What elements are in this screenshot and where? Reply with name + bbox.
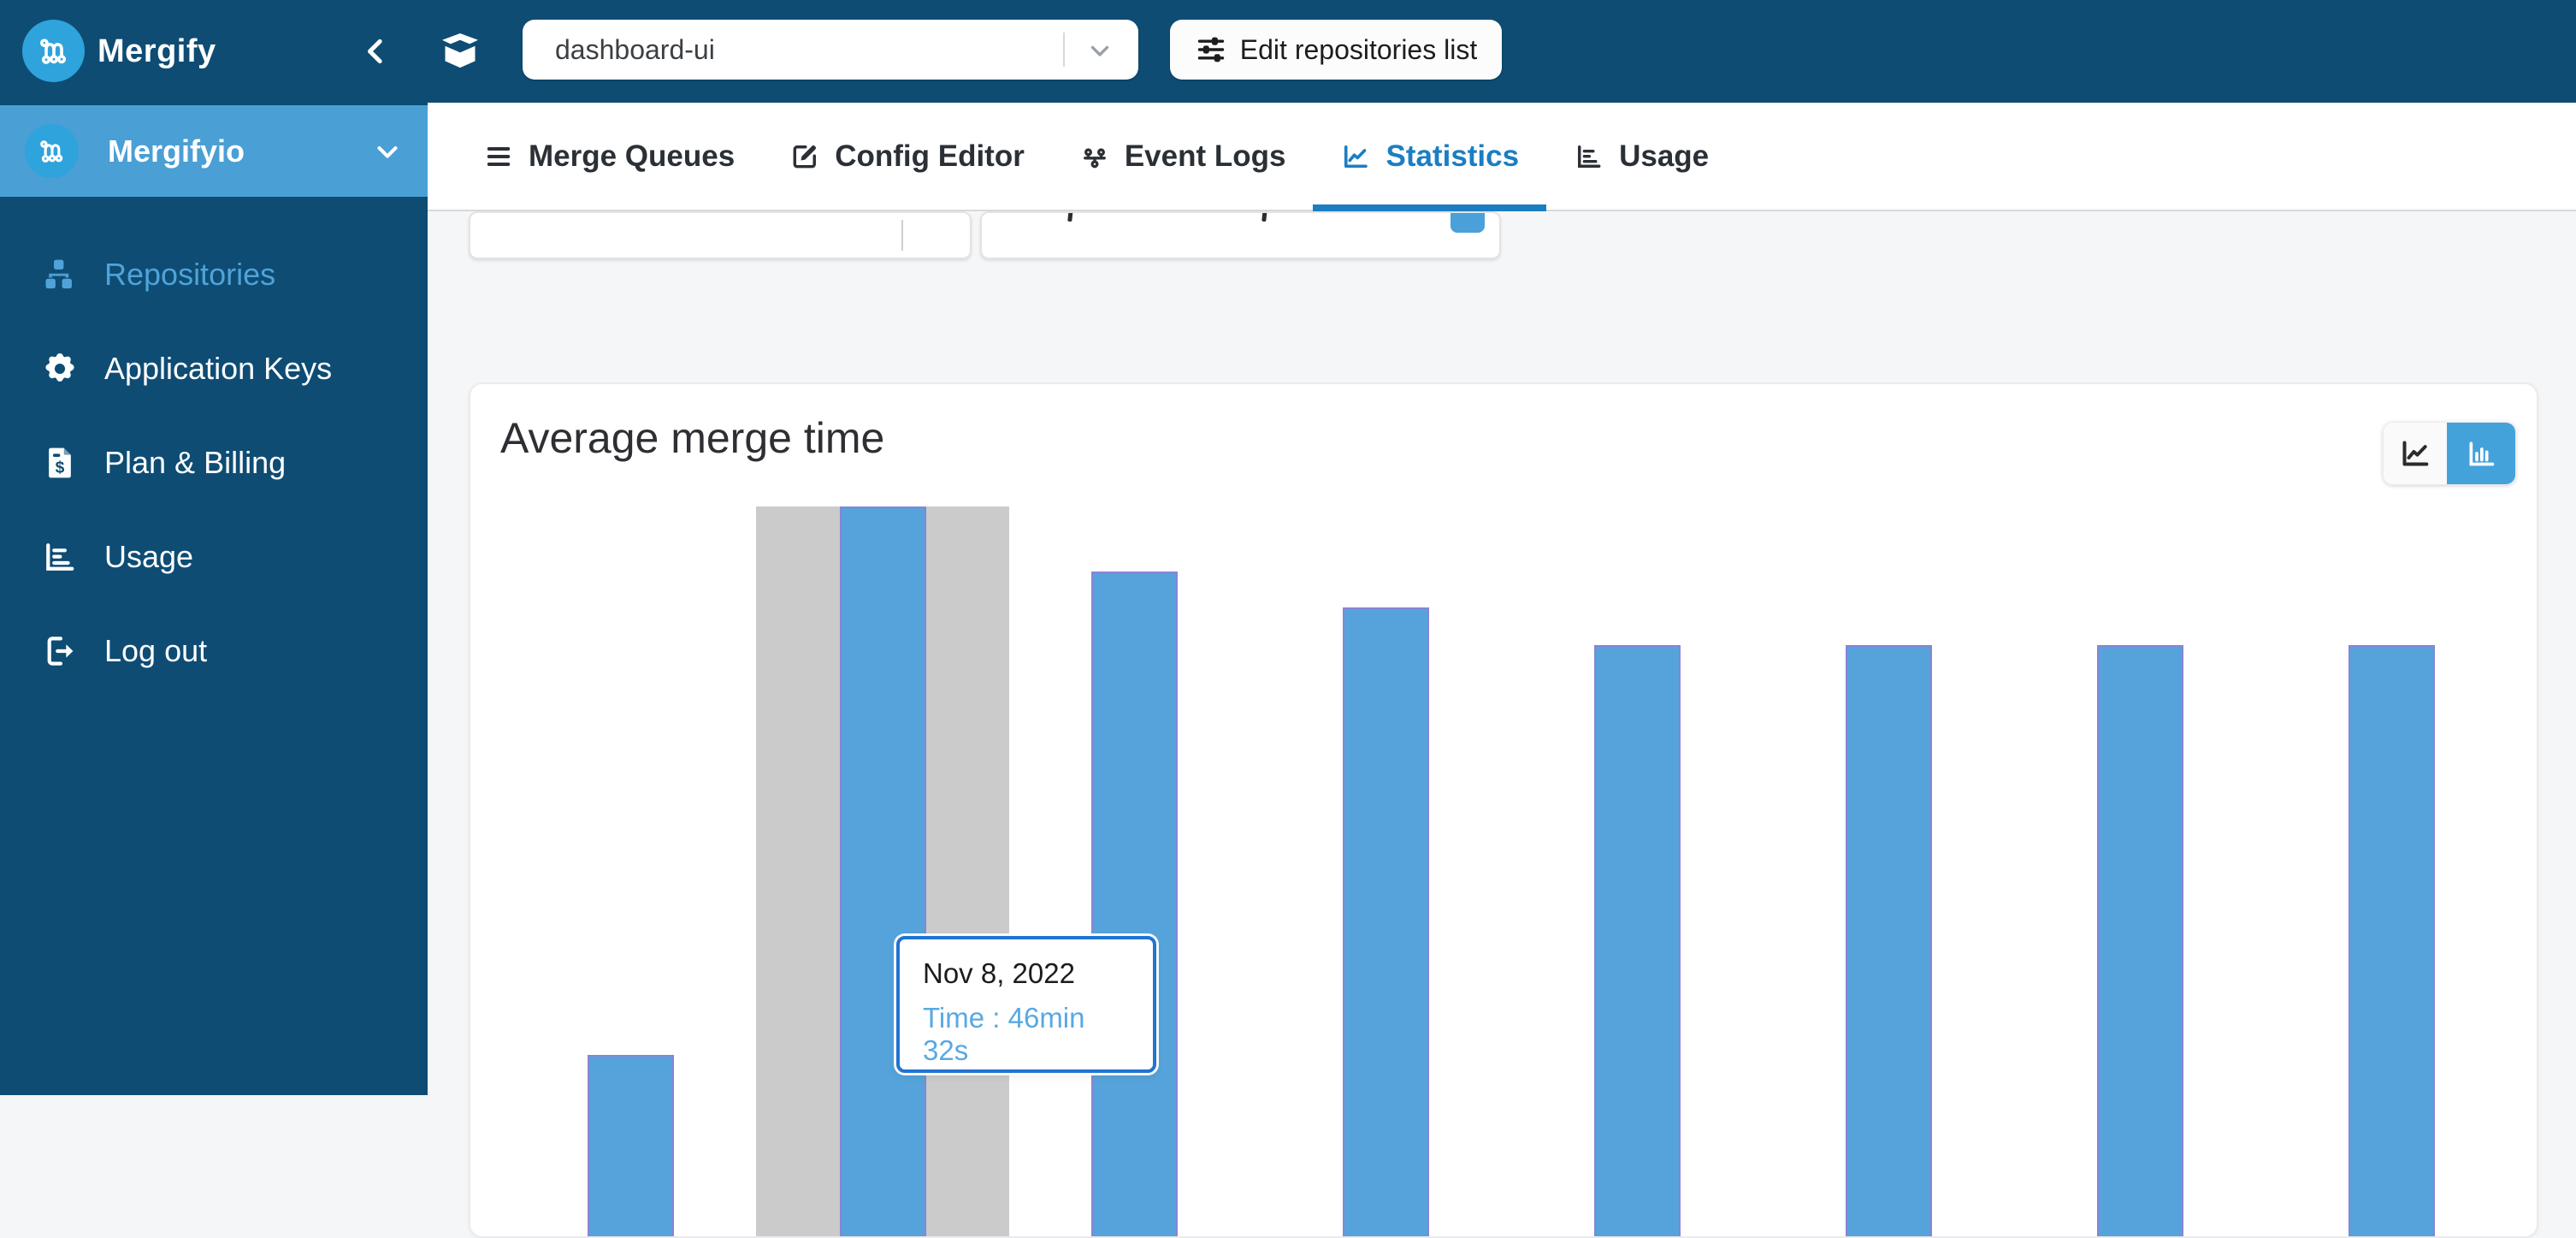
bar-7[interactable] <box>2349 645 2435 1236</box>
tab-label: Config Editor <box>835 139 1025 173</box>
account-avatar <box>25 124 79 178</box>
tab-bar: Merge Queues Config Editor Event Logs <box>428 103 2576 211</box>
chevron-down-icon <box>1085 36 1114 65</box>
repository-filter-input[interactable] <box>469 211 972 259</box>
date-range-input[interactable] <box>980 211 1501 259</box>
tab-merge-queues[interactable]: Merge Queues <box>456 103 762 210</box>
bar-chart-icon <box>1578 145 1601 168</box>
average-merge-time-card: Nov 8, 2022 Time : 46min 32s Average mer… <box>469 382 2538 1238</box>
account-name: Mergifyio <box>108 133 245 169</box>
bar-5[interactable] <box>1846 645 1932 1236</box>
repository-dropdown[interactable]: dashboard-ui <box>523 20 1138 80</box>
mergify-logo[interactable] <box>22 20 85 82</box>
bar-2[interactable] <box>1091 572 1178 1236</box>
content-area: Nov 8, 2022 Time : 46min 32s Average mer… <box>428 211 2576 1238</box>
sidebar-item-label: Repositories <box>104 257 276 292</box>
line-chart-icon <box>2402 441 2429 466</box>
chevron-left-icon <box>368 39 382 64</box>
bar-0[interactable] <box>588 1055 674 1236</box>
main-area: Merge Queues Config Editor Event Logs <box>428 103 2576 1238</box>
sidebar-item-label: Usage <box>104 539 194 574</box>
tooltip-date: Nov 8, 2022 <box>923 957 1075 989</box>
mergify-avatar-icon <box>39 139 62 163</box>
network-icon <box>1083 147 1106 168</box>
sidebar-item-repositories[interactable]: Repositories <box>0 228 428 322</box>
svg-text:$: $ <box>56 459 65 477</box>
logout-icon <box>39 631 80 672</box>
sidebar: Mergifyio Repositories Applicat <box>0 103 428 1095</box>
sidebar-item-label: Log out <box>104 633 208 668</box>
top-bar: Mergify dashboard-ui Edit reposito <box>0 0 2576 103</box>
filter-divider <box>901 220 903 251</box>
edit-repositories-button[interactable]: Edit repositories list <box>1170 20 1502 80</box>
tab-label: Usage <box>1619 139 1710 173</box>
tab-config-editor[interactable]: Config Editor <box>762 103 1052 210</box>
dropdown-divider <box>1063 33 1065 67</box>
tab-statistics[interactable]: Statistics <box>1313 103 1547 211</box>
bar-4[interactable] <box>1594 645 1681 1236</box>
bar-6[interactable] <box>2097 645 2183 1236</box>
diagram-icon <box>39 254 80 295</box>
repository-dropdown-value: dashboard-ui <box>555 33 715 65</box>
sidebar-item-plan-billing[interactable]: $ Plan & Billing <box>0 416 428 510</box>
date-text-fragment <box>1261 213 1267 222</box>
tooltip-value: Time : 46min 32s <box>923 1002 1085 1066</box>
list-icon <box>487 146 511 166</box>
sidebar-collapse-button[interactable] <box>356 31 397 72</box>
account-switcher[interactable]: Mergifyio <box>0 105 428 197</box>
tab-usage[interactable]: Usage <box>1546 103 1736 210</box>
card-title: Average merge time <box>500 414 885 462</box>
sidebar-menu: Repositories Application Keys $ Plan & B… <box>0 228 428 698</box>
chart-view-toggle <box>2383 422 2516 485</box>
open-box-icon <box>442 33 478 68</box>
pencil-square-icon <box>793 145 817 168</box>
tab-event-logs[interactable]: Event Logs <box>1052 103 1314 210</box>
sidebar-item-usage[interactable]: Usage <box>0 510 428 604</box>
receipt-dollar-icon: $ <box>39 442 80 483</box>
repositories-box-button[interactable] <box>434 26 486 77</box>
bar-3[interactable] <box>1343 607 1429 1236</box>
mergify-logo-icon <box>39 38 66 64</box>
chevron-down-icon <box>371 135 404 168</box>
tab-label: Event Logs <box>1124 139 1286 173</box>
line-chart-icon <box>1344 145 1368 168</box>
brand-name[interactable]: Mergify <box>97 33 216 69</box>
sidebar-item-label: Plan & Billing <box>104 445 287 480</box>
tab-label: Statistics <box>1385 139 1520 173</box>
bar-view-button[interactable] <box>2447 423 2515 484</box>
bar-1-hovered[interactable] <box>840 506 926 1236</box>
date-text-fragment <box>1067 213 1073 222</box>
gear-icon <box>39 348 80 389</box>
bar-chart: Nov 8, 2022 Time : 46min 32s <box>470 384 2537 1236</box>
line-view-button[interactable] <box>2384 423 2447 484</box>
bar-chart-icon <box>39 536 80 578</box>
sidebar-item-log-out[interactable]: Log out <box>0 604 428 698</box>
edit-repositories-label: Edit repositories list <box>1239 33 1478 65</box>
sliders-icon <box>1197 37 1224 62</box>
sidebar-item-application-keys[interactable]: Application Keys <box>0 322 428 416</box>
chart-tooltip: Nov 8, 2022 Time : 46min 32s <box>896 936 1156 1073</box>
sidebar-item-label: Application Keys <box>104 351 333 386</box>
calendar-icon[interactable] <box>1450 213 1485 233</box>
tab-label: Merge Queues <box>529 139 736 173</box>
tab-underline <box>1313 204 1547 211</box>
bar-chart-icon <box>2469 441 2495 466</box>
